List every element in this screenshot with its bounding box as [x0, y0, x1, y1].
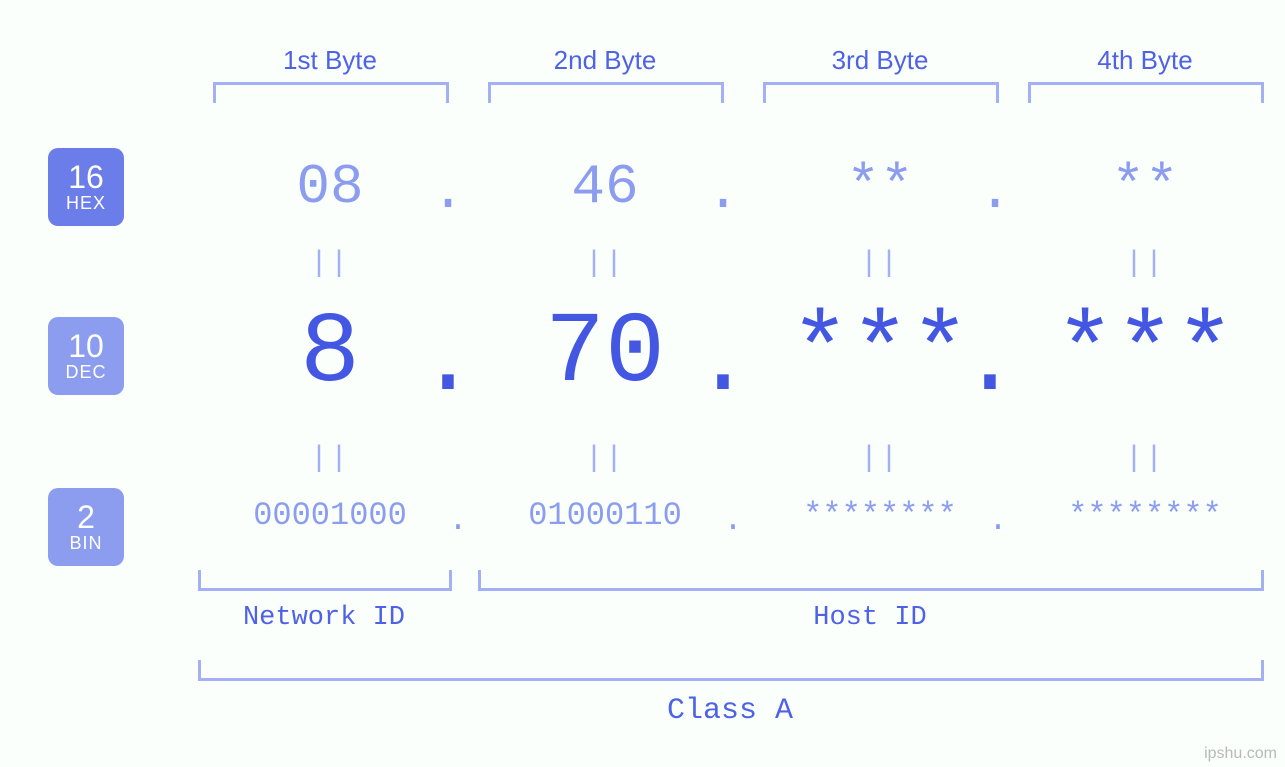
- equals-2-2: ||: [470, 442, 740, 476]
- bin-byte-3: ********: [745, 497, 1015, 534]
- badge-hex-txt: HEX: [66, 194, 106, 213]
- equals-2-3: ||: [745, 442, 1015, 476]
- top-bracket-3: [763, 82, 999, 103]
- label-network: Network ID: [198, 603, 450, 633]
- bracket-class: [198, 660, 1264, 681]
- badge-bin: 2 BIN: [48, 488, 124, 566]
- byte-label-3: 3rd Byte: [780, 45, 980, 76]
- bracket-host: [478, 570, 1264, 591]
- badge-dec-txt: DEC: [65, 363, 106, 382]
- bin-byte-2: 01000110: [470, 497, 740, 534]
- badge-bin-txt: BIN: [69, 534, 102, 553]
- byte-label-2: 2nd Byte: [505, 45, 705, 76]
- top-bracket-1: [213, 82, 449, 103]
- equals-2-1: ||: [195, 442, 465, 476]
- badge-dec: 10 DEC: [48, 317, 124, 395]
- badge-hex-num: 16: [68, 161, 104, 195]
- byte-label-1: 1st Byte: [230, 45, 430, 76]
- hex-dot-1: .: [418, 160, 478, 224]
- badge-bin-num: 2: [77, 501, 95, 535]
- badge-hex: 16 HEX: [48, 148, 124, 226]
- hex-dot-2: .: [693, 160, 753, 224]
- byte-label-4: 4th Byte: [1045, 45, 1245, 76]
- watermark: ipshu.com: [1204, 745, 1277, 763]
- top-bracket-2: [488, 82, 724, 103]
- equals-1-4: ||: [1010, 247, 1280, 281]
- ip-breakdown-diagram: 1st Byte 2nd Byte 3rd Byte 4th Byte 16 H…: [0, 0, 1285, 767]
- hex-byte-4: **: [1010, 155, 1280, 219]
- bin-byte-4: ********: [1010, 497, 1280, 534]
- equals-1-1: ||: [195, 247, 465, 281]
- top-bracket-4: [1028, 82, 1264, 103]
- badge-dec-num: 10: [68, 330, 104, 364]
- equals-1-2: ||: [470, 247, 740, 281]
- bracket-network: [198, 570, 452, 591]
- equals-1-3: ||: [745, 247, 1015, 281]
- bin-byte-1: 00001000: [195, 497, 465, 534]
- dec-byte-4: ***: [1010, 298, 1280, 411]
- equals-2-4: ||: [1010, 442, 1280, 476]
- label-class: Class A: [198, 694, 1262, 728]
- label-host: Host ID: [478, 603, 1262, 633]
